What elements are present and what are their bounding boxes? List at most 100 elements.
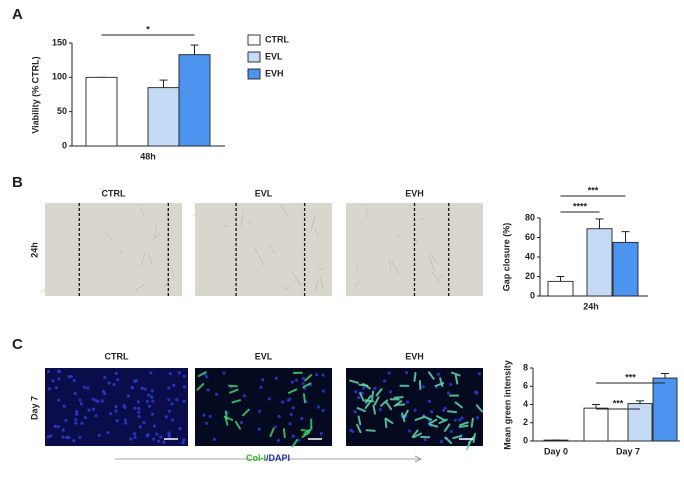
nucleus	[321, 389, 325, 393]
y-tick-label: 50	[57, 106, 67, 116]
nucleus	[301, 376, 306, 381]
nucleus	[57, 398, 61, 402]
cell	[422, 415, 433, 421]
cell	[458, 424, 469, 428]
nucleus	[449, 382, 453, 386]
nucleus	[78, 398, 82, 402]
significance-label: ***	[588, 185, 599, 195]
texture	[418, 217, 425, 221]
texture	[240, 210, 245, 227]
legend-swatch	[247, 51, 261, 63]
nucleus	[143, 387, 147, 391]
nucleus	[49, 434, 53, 438]
nucleus	[73, 391, 77, 396]
nucleus	[114, 371, 118, 375]
cell	[393, 400, 403, 407]
y-tick-label: 0	[62, 140, 67, 150]
nucleus	[182, 399, 186, 404]
cell	[304, 374, 313, 382]
texture	[254, 248, 265, 266]
nucleus	[167, 386, 171, 390]
nucleus	[57, 377, 61, 381]
nucleus	[150, 395, 154, 399]
nucleus	[152, 437, 156, 441]
cell	[454, 401, 463, 409]
nucleus	[145, 399, 149, 404]
texture	[283, 286, 291, 291]
texture	[140, 207, 145, 217]
nucleus	[74, 417, 78, 422]
nucleus	[427, 399, 432, 404]
texture	[40, 288, 46, 293]
nucleus	[182, 374, 186, 379]
y-tick-label: 6	[523, 381, 528, 391]
texture	[152, 233, 160, 240]
nucleus	[214, 392, 219, 396]
cell	[443, 423, 451, 432]
legend-label: EVL	[265, 51, 283, 61]
cell	[357, 415, 362, 426]
cell	[373, 396, 380, 406]
cell	[467, 435, 475, 444]
column-label: EVH	[405, 188, 424, 198]
nucleus	[69, 375, 73, 379]
nucleus	[159, 435, 163, 439]
nucleus	[206, 388, 210, 392]
texture	[391, 261, 400, 274]
nucleus	[290, 380, 294, 384]
nucleus	[477, 372, 481, 376]
nucleus	[87, 408, 91, 412]
cell	[197, 371, 207, 378]
texture	[314, 279, 319, 292]
nucleus	[103, 375, 107, 380]
nucleus	[321, 408, 325, 413]
nucleus	[112, 382, 116, 387]
texture	[314, 228, 319, 237]
wound-image	[45, 203, 182, 296]
nucleus	[170, 402, 174, 406]
nucleus	[373, 386, 377, 391]
cell	[364, 400, 372, 409]
nucleus	[383, 379, 387, 383]
caption: Col-I/DAPI	[246, 453, 290, 463]
nucleus	[155, 432, 159, 436]
texture	[361, 221, 363, 226]
cell	[229, 388, 239, 394]
nucleus	[212, 437, 217, 441]
column-label: CTRL	[102, 188, 126, 198]
texture	[163, 277, 172, 288]
nucleus	[291, 434, 295, 438]
cell	[413, 371, 417, 382]
x-tick-label: Day 0	[544, 446, 568, 456]
cell	[472, 433, 476, 443]
legend-label: EVH	[265, 68, 284, 78]
nucleus	[276, 438, 280, 443]
cell	[447, 410, 457, 414]
bar	[85, 76, 118, 147]
nucleus	[413, 408, 417, 412]
cell	[412, 432, 423, 439]
nucleus	[109, 412, 113, 416]
nucleus	[83, 415, 87, 420]
legend-swatch	[247, 34, 261, 46]
y-tick-label: 150	[52, 37, 67, 47]
x-tick-label: 24h	[583, 301, 599, 311]
y-tick-label: 80	[525, 212, 535, 222]
nucleus	[94, 398, 98, 402]
nucleus	[72, 439, 76, 443]
cell	[475, 404, 483, 413]
nucleus	[150, 412, 154, 416]
nucleus	[75, 410, 79, 414]
nucleus	[182, 438, 186, 442]
texture	[154, 225, 158, 239]
texture	[171, 266, 175, 278]
cell	[302, 393, 306, 404]
x-tick-label: 48h	[140, 151, 156, 161]
nucleus	[164, 415, 168, 419]
nucleus	[405, 400, 410, 404]
texture	[428, 256, 435, 271]
nucleus	[319, 432, 323, 436]
nucleus	[257, 427, 261, 431]
nucleus	[152, 424, 157, 428]
nucleus	[86, 386, 90, 390]
